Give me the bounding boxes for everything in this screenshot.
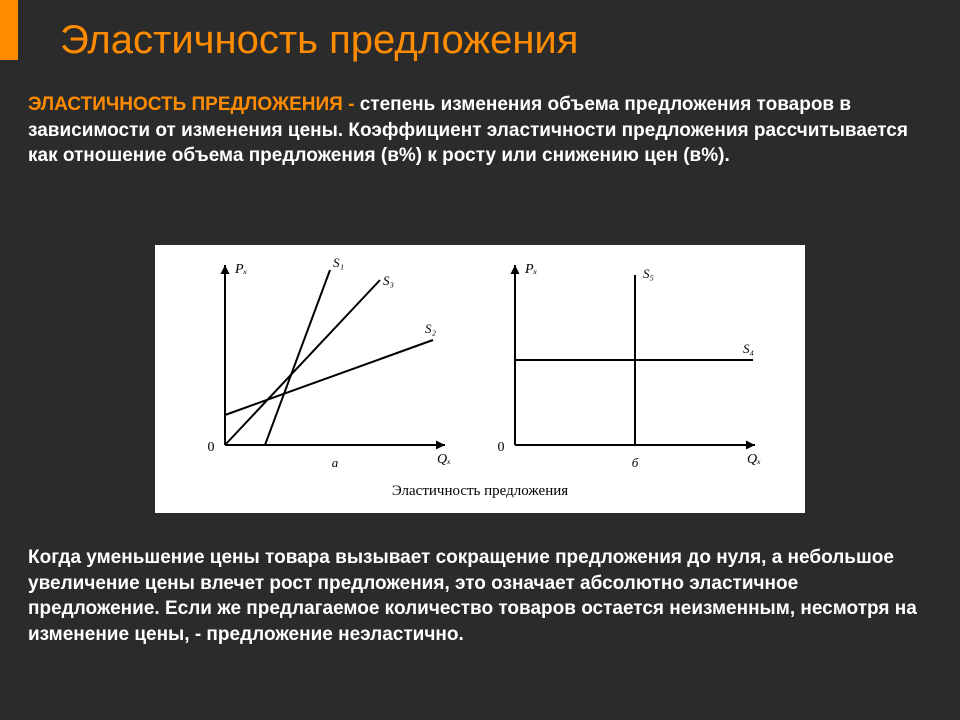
definition-dash: - [343, 94, 360, 115]
svg-text:Эластичность предложения: Эластичность предложения [392, 483, 568, 499]
svg-text:0: 0 [208, 440, 215, 455]
accent-bar [0, 0, 18, 60]
definition-term: ЭЛАСТИЧНОСТЬ ПРЕДЛОЖЕНИЯ [28, 94, 343, 115]
svg-text:Qₓ: Qₓ [747, 452, 761, 467]
svg-text:б: б [632, 455, 639, 470]
svg-text:S₂: S₂ [425, 321, 437, 336]
svg-text:S₁: S₁ [333, 255, 344, 270]
svg-text:S₅: S₅ [643, 266, 654, 281]
svg-text:a: a [332, 455, 339, 470]
svg-text:0: 0 [498, 440, 505, 455]
svg-text:S₃: S₃ [383, 273, 394, 288]
definition-paragraph: ЭЛАСТИЧНОСТЬ ПРЕДЛОЖЕНИЯ - степень измен… [28, 92, 920, 169]
conclusion-paragraph: Когда уменьшение цены товара вызывает со… [28, 545, 920, 648]
svg-text:S₄: S₄ [743, 341, 755, 356]
svg-text:Qₓ: Qₓ [437, 452, 451, 467]
page-title: Эластичность предложения [60, 18, 578, 63]
svg-text:Pₓ: Pₓ [234, 262, 248, 277]
svg-text:Pₓ: Pₓ [524, 262, 538, 277]
elasticity-chart: 0 Pₓ Qₓ a S₁ S₃ S₂ 0 Pₓ Qₓ б S₅ S₄ Эластичность предл… [155, 245, 805, 513]
